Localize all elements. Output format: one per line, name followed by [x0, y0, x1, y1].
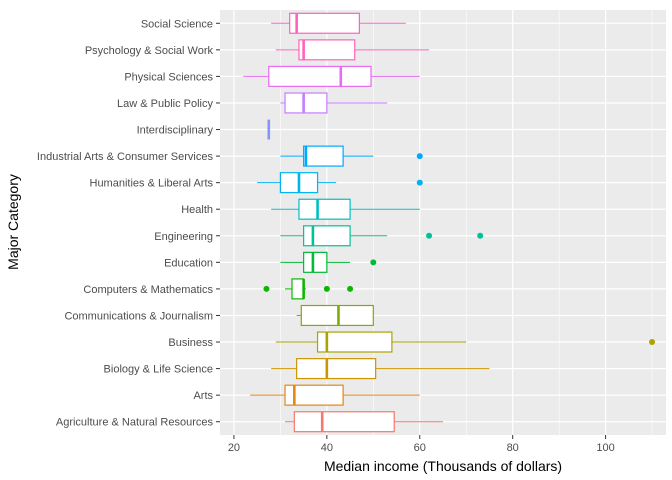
- box-group: [271, 12, 406, 34]
- box-group: [243, 65, 420, 87]
- box-group: [271, 358, 490, 380]
- y-tick-label: Communications & Journalism: [64, 310, 213, 322]
- iqr-box: [303, 251, 328, 273]
- y-tick-label: Psychology & Social Work: [85, 45, 214, 57]
- box-group: [280, 225, 484, 247]
- iqr-box: [284, 384, 344, 406]
- iqr-box: [298, 39, 356, 61]
- box-group: [296, 304, 374, 327]
- iqr-box: [316, 331, 393, 353]
- y-axis-title: Major Category: [5, 174, 21, 270]
- y-tick-label: Law & Public Policy: [117, 98, 213, 110]
- iqr-box: [284, 92, 328, 114]
- y-axis-ticks: Social Science Psychology & Social Work Ph…: [37, 18, 220, 429]
- iqr-box: [293, 411, 395, 433]
- box-group: [275, 39, 430, 61]
- y-tick-label: Engineering: [154, 231, 213, 243]
- box-group: [257, 172, 423, 194]
- iqr-box: [296, 358, 377, 380]
- y-tick-label: Interdisciplinary: [137, 125, 214, 137]
- box-group: [271, 198, 420, 220]
- box-group: [285, 411, 443, 433]
- outlier-point: [370, 259, 377, 266]
- outlier-point: [347, 285, 354, 292]
- grid-lines: [220, 10, 666, 435]
- box-group: [263, 278, 354, 300]
- iqr-box: [291, 278, 305, 300]
- y-tick-label: Social Science: [141, 18, 213, 30]
- outlier-point: [477, 232, 484, 239]
- outlier-point: [323, 285, 330, 292]
- y-tick-label: Business: [168, 337, 213, 349]
- x-tick-label: 20: [228, 442, 240, 454]
- iqr-box: [289, 12, 360, 34]
- x-tick-label: 100: [596, 442, 614, 454]
- iqr-box: [303, 225, 351, 247]
- x-tick-label: 60: [414, 442, 426, 454]
- outlier-point: [426, 232, 433, 239]
- outlier-point: [649, 339, 656, 346]
- box-group: [280, 92, 388, 114]
- x-axis-ticks: 20 40 60 80 100: [228, 435, 615, 454]
- box-group: [280, 251, 377, 273]
- y-tick-label: Computers & Mathematics: [83, 284, 213, 296]
- box-group: [280, 145, 423, 167]
- boxes-layer: [243, 12, 656, 433]
- x-tick-label: 40: [321, 442, 333, 454]
- box-group: [250, 384, 420, 406]
- outlier-point: [263, 285, 270, 292]
- y-tick-label: Humanities & Liberal Arts: [90, 178, 214, 190]
- y-tick-label: Health: [181, 204, 213, 216]
- iqr-box: [268, 65, 372, 87]
- x-axis-title: Median income (Thousands of dollars): [324, 458, 562, 474]
- iqr-box: [298, 198, 351, 220]
- x-tick-label: 80: [507, 442, 519, 454]
- box-group: [275, 331, 656, 353]
- outlier-point: [416, 153, 423, 160]
- y-tick-label: Industrial Arts & Consumer Services: [37, 151, 214, 163]
- y-tick-label: Arts: [193, 390, 213, 402]
- iqr-box: [303, 145, 344, 167]
- y-tick-label: Education: [164, 257, 213, 269]
- y-tick-label: Physical Sciences: [124, 71, 213, 83]
- y-tick-label: Biology & Life Science: [104, 364, 213, 376]
- outlier-point: [416, 179, 423, 186]
- y-tick-label: Agriculture & Natural Resources: [56, 417, 214, 429]
